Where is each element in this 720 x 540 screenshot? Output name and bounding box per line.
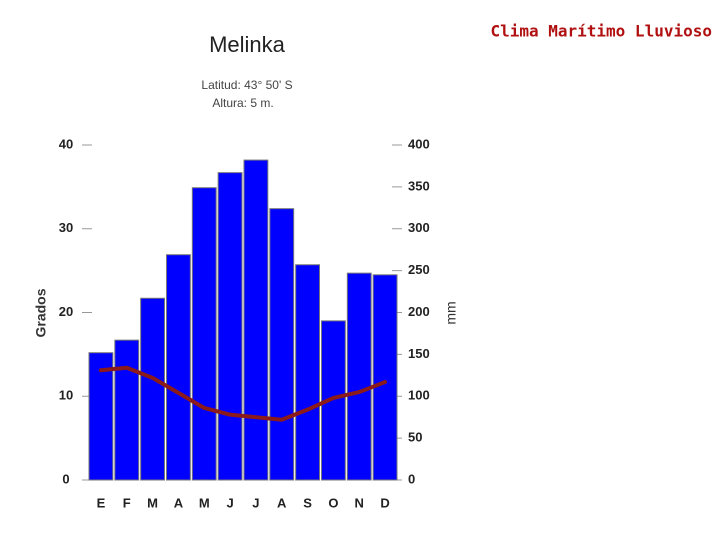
x-tick-label: N (355, 495, 364, 510)
y-tick-label: 20 (59, 304, 73, 319)
subtitle: Altura: 5 m. (212, 96, 273, 110)
x-tick-label: A (277, 495, 287, 510)
y2-axis-label: mm (443, 301, 459, 324)
y-tick-label: 0 (62, 471, 69, 486)
x-tick-label: D (380, 495, 389, 510)
y2-tick-label: 300 (408, 220, 430, 235)
x-tick-label: M (147, 495, 158, 510)
bar (166, 254, 191, 481)
x-tick-label: M (199, 495, 210, 510)
y-tick-label: 10 (59, 388, 73, 403)
bar (269, 208, 295, 481)
bar (243, 159, 269, 481)
y2-tick-label: 200 (408, 304, 430, 319)
bar (321, 320, 346, 481)
y2-tick-label: 350 (408, 178, 430, 193)
bar (191, 187, 217, 481)
y2-tick-label: 50 (408, 430, 422, 445)
bar (295, 264, 320, 481)
line (98, 365, 388, 422)
bar (346, 272, 372, 481)
y2-tick-label: 150 (408, 346, 430, 361)
bar (88, 352, 114, 481)
y2-tick-label: 400 (408, 136, 430, 151)
page-title: Clima Marítimo Lluvioso (490, 22, 712, 41)
x-tick-label: F (123, 495, 131, 510)
y2-tick-label: 250 (408, 262, 430, 277)
x-tick-label: A (174, 495, 184, 510)
y-axis-label: Grados (33, 288, 49, 337)
bar (140, 297, 166, 481)
x-tick-label: S (303, 495, 312, 510)
subtitle: Latitud: 43° 50' S (201, 78, 292, 92)
bar (217, 172, 243, 481)
bar (372, 274, 398, 481)
bar (114, 339, 140, 481)
chart-title: Melinka (209, 32, 286, 57)
x-tick-label: O (328, 495, 338, 510)
y-tick-label: 30 (59, 220, 73, 235)
y2-tick-label: 0 (408, 471, 415, 486)
y-tick-label: 40 (59, 136, 73, 151)
x-tick-label: J (226, 495, 233, 510)
x-tick-label: E (97, 495, 106, 510)
y2-tick-label: 100 (408, 388, 430, 403)
x-tick-label: J (252, 495, 259, 510)
